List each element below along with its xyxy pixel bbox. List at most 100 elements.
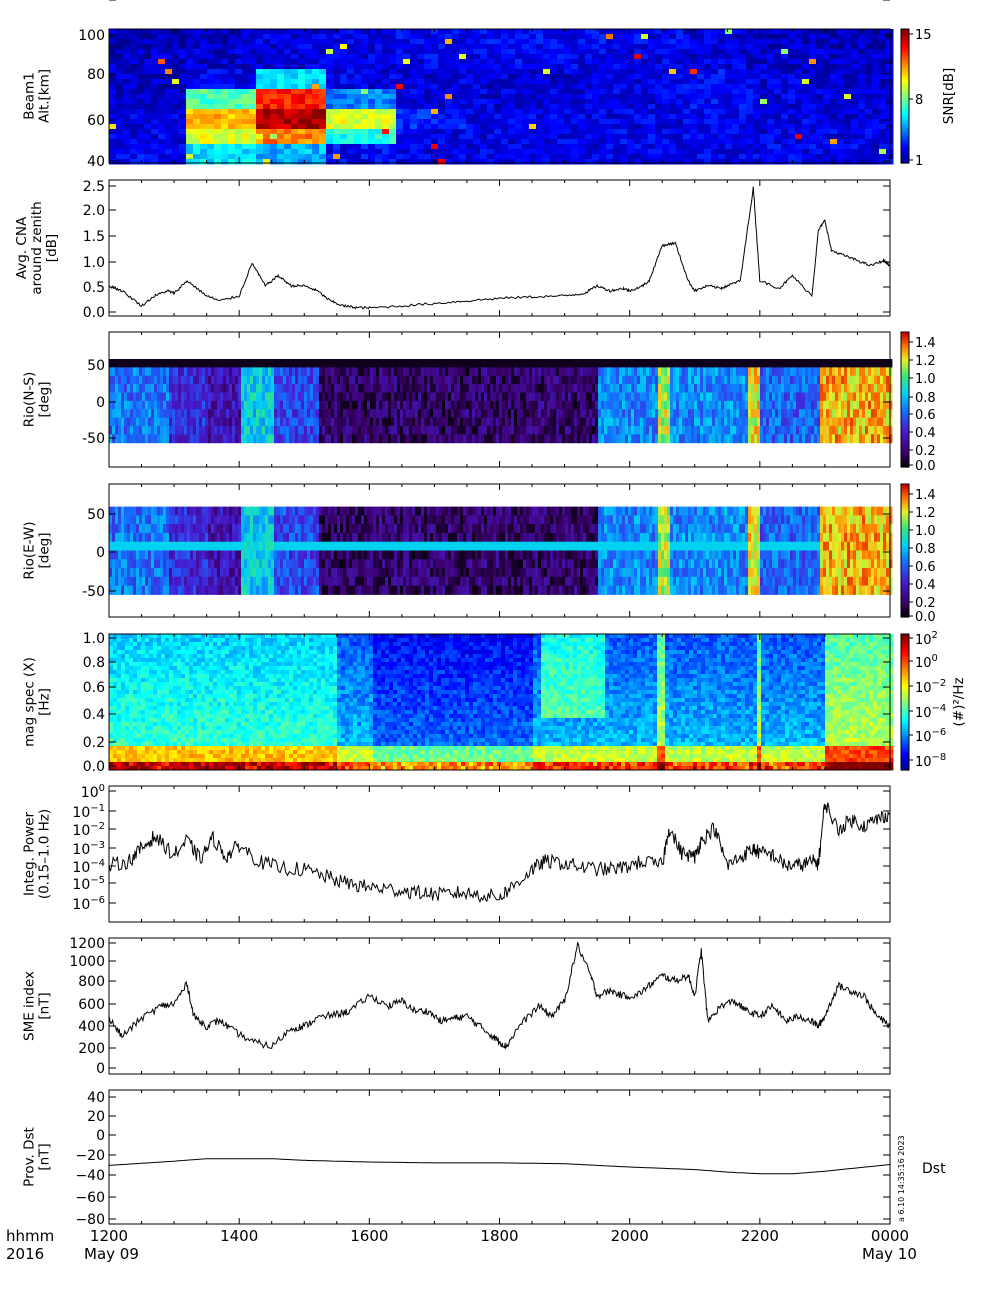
heatmap-cell	[830, 144, 838, 150]
heatmap-cell	[253, 392, 257, 402]
heatmap-cell	[690, 149, 698, 155]
heatmap-cell	[253, 375, 257, 385]
heatmap-cell	[676, 49, 684, 55]
heatmap-cell	[179, 74, 187, 80]
heatmap-cell	[438, 39, 446, 45]
heatmap-cell	[739, 39, 747, 45]
heatmap-cell	[340, 29, 348, 35]
heatmap-cell	[501, 109, 509, 115]
heatmap-cell	[746, 84, 754, 90]
heatmap-cell	[347, 44, 355, 50]
heatmap-cell	[574, 417, 578, 427]
heatmap-cell	[473, 124, 481, 130]
heatmap-cell	[151, 367, 155, 377]
heatmap-cell	[382, 59, 390, 65]
heatmap-cell	[499, 417, 503, 427]
heatmap-cell	[451, 434, 455, 444]
heatmap-cell	[116, 154, 124, 160]
heatmap-cell	[157, 392, 161, 402]
heatmap-cell	[676, 99, 684, 105]
heatmap-cell	[202, 392, 206, 402]
heatmap-cell	[508, 44, 516, 50]
heatmap-cell	[165, 104, 173, 110]
heatmap-cell	[121, 392, 125, 402]
heatmap-cell	[286, 425, 290, 435]
heatmap-cell	[571, 109, 579, 115]
heatmap-cell	[305, 134, 313, 140]
heatmap-cell	[494, 89, 502, 95]
heatmap-cell	[515, 99, 523, 105]
heatmap-cell	[301, 392, 305, 402]
heatmap-cell	[403, 417, 407, 427]
heatmap-cell	[725, 119, 733, 125]
heatmap-cell	[202, 375, 206, 385]
heatmap-cell	[669, 139, 677, 145]
heatmap-cell	[130, 367, 134, 377]
heatmap-cell	[326, 74, 334, 80]
heatmap-cell	[697, 69, 705, 75]
heatmap-cell	[577, 409, 581, 419]
heatmap-cell	[543, 144, 551, 150]
heatmap-cell	[851, 144, 859, 150]
heatmap-cell	[175, 417, 179, 427]
heatmap-cell	[484, 359, 488, 368]
heatmap-cell	[816, 139, 824, 145]
heatmap-cell	[130, 359, 134, 368]
heatmap-cell	[319, 99, 327, 105]
heatmap-cell	[284, 74, 292, 80]
heatmap-cell	[249, 124, 257, 130]
heatmap-cell	[556, 384, 560, 393]
heatmap-cell	[238, 359, 242, 368]
heatmap-cell	[725, 39, 733, 45]
heatmap-cell	[271, 417, 275, 427]
heatmap-cell	[655, 49, 663, 55]
heatmap-cell	[291, 64, 299, 70]
heatmap-cell	[165, 134, 173, 140]
heatmap-cell	[352, 400, 356, 410]
heatmap-cell	[347, 134, 355, 140]
heatmap-cell	[295, 359, 299, 368]
heatmap-cell	[305, 99, 313, 105]
heatmap-cell	[305, 44, 313, 50]
heatmap-cell	[186, 94, 194, 100]
heatmap-cell	[592, 39, 600, 45]
colorbar-segment	[901, 58, 909, 61]
heatmap-cell	[599, 34, 607, 40]
heatmap-cell	[494, 64, 502, 70]
heatmap-cell	[625, 417, 629, 427]
heatmap-cell	[515, 44, 523, 50]
heatmap-cell	[816, 149, 824, 155]
heatmap-cell	[472, 384, 476, 393]
heatmap-cell	[116, 69, 124, 75]
heatmap-cell	[532, 359, 536, 368]
heatmap-cell	[466, 84, 474, 90]
heatmap-cell	[139, 434, 143, 444]
heatmap-cell	[564, 99, 572, 105]
heatmap-cell	[250, 434, 254, 444]
heatmap-cell	[291, 29, 299, 35]
heatmap-cell	[340, 144, 348, 150]
heatmap-cell	[292, 392, 296, 402]
heatmap-cell	[358, 367, 362, 377]
heatmap-cell	[178, 409, 182, 419]
heatmap-cell	[781, 154, 789, 160]
heatmap-cell	[487, 69, 495, 75]
heatmap-cell	[865, 49, 873, 55]
heatmap-cell	[595, 425, 599, 435]
heatmap-cell	[448, 400, 452, 410]
heatmap-cell	[627, 59, 635, 65]
heatmap-cell	[538, 417, 542, 427]
heatmap-cell	[424, 29, 432, 35]
heatmap-cell	[271, 400, 275, 410]
heatmap-cell	[412, 417, 416, 427]
heatmap-cell	[331, 417, 335, 427]
heatmap-cell	[337, 425, 341, 435]
heatmap-cell	[550, 49, 558, 55]
heatmap-cell	[259, 409, 263, 419]
heatmap-cell	[271, 375, 275, 385]
heatmap-cell	[172, 409, 176, 419]
heatmap-cell	[473, 64, 481, 70]
heatmap-cell	[163, 417, 167, 427]
heatmap-cell	[331, 359, 335, 368]
heatmap-cell	[370, 434, 374, 444]
